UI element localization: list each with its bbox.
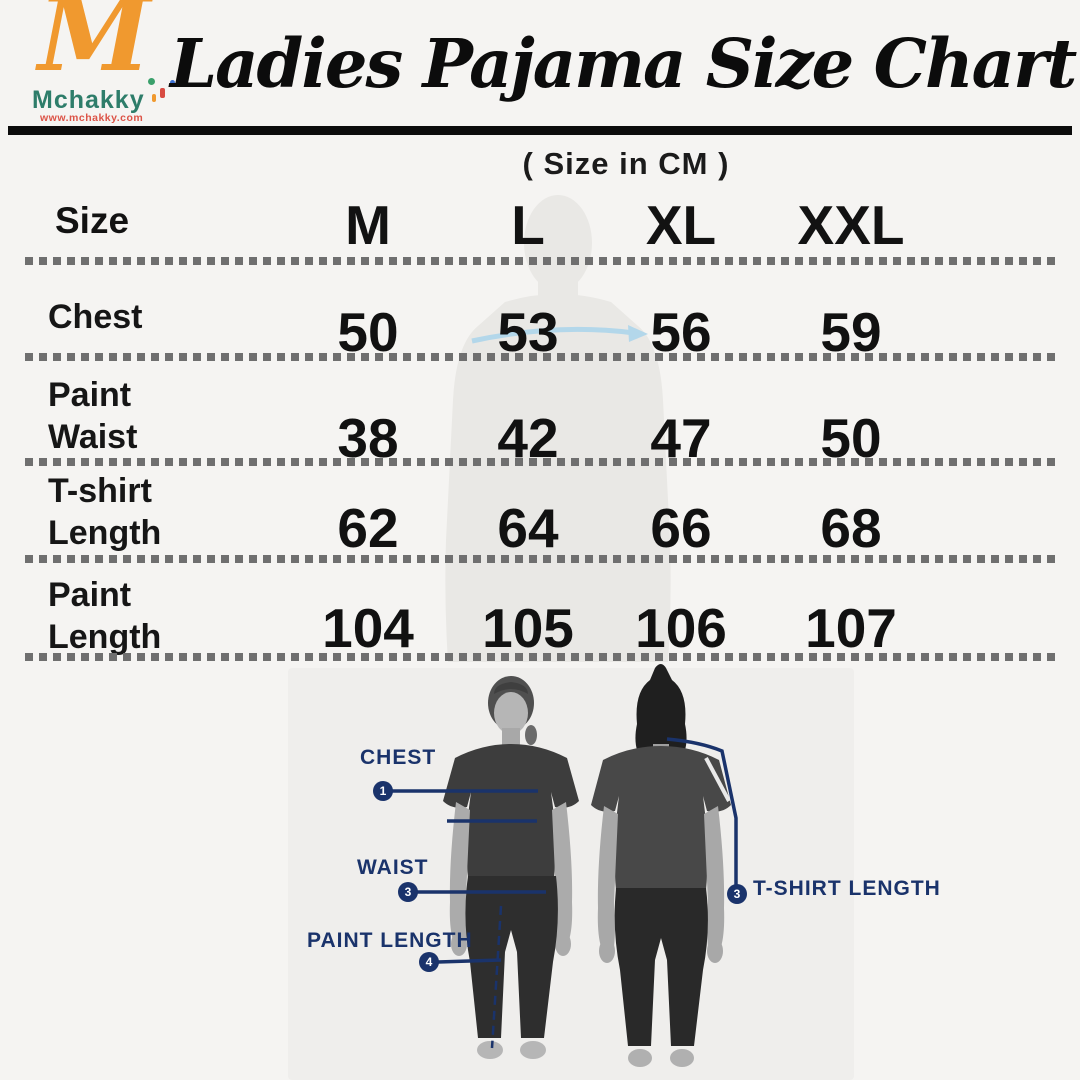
row-divider <box>25 257 1057 265</box>
cell-value: 62 <box>337 497 399 559</box>
cell-value: 64 <box>497 497 559 559</box>
row-label: T-shirt Length <box>48 472 162 552</box>
cell-value: 106 <box>635 597 727 659</box>
brand-website: www.mchakky.com <box>40 112 144 124</box>
cell-value: 59 <box>820 301 882 363</box>
row-divider <box>25 353 1057 361</box>
confetti-icon <box>170 80 175 85</box>
paint-measure-label: PAINT LENGTH <box>307 929 473 952</box>
cell-value: 50 <box>337 301 399 363</box>
row-label: Paint Length <box>48 576 162 656</box>
cell-value: 104 <box>322 597 414 659</box>
column-header-xxl: XXL <box>797 194 905 256</box>
brand-logo: M Mchakky www.mchakky.com <box>30 0 180 126</box>
confetti-icon <box>160 88 165 98</box>
tshirt-measure-label: T-SHIRT LENGTH <box>753 877 941 900</box>
column-header-l: L <box>511 194 545 256</box>
cell-value: 66 <box>650 497 712 559</box>
chest-number-badge: 1 <box>373 781 393 801</box>
brand-name: Mchakky <box>32 86 145 114</box>
confetti-icon <box>152 94 156 102</box>
header-divider <box>8 126 1072 135</box>
column-header-xl: XL <box>645 194 717 256</box>
page-title: Ladies Pajama Size Chart <box>170 24 1077 103</box>
row-divider <box>25 555 1057 563</box>
table-corner-label: Size <box>55 200 130 241</box>
cell-value: 105 <box>482 597 574 659</box>
row-label: Paint Waist <box>48 376 138 456</box>
confetti-icon <box>148 78 155 85</box>
row-divider <box>25 653 1057 661</box>
waist-number-badge: 3 <box>398 882 418 902</box>
row-divider <box>25 458 1057 466</box>
waist-measure-label: WAIST <box>357 856 429 879</box>
logo-m-icon: M <box>38 0 151 95</box>
cell-value: 56 <box>650 301 712 363</box>
paint-number-badge: 4 <box>419 952 439 972</box>
tshirt-number-badge: 3 <box>727 884 747 904</box>
unit-note: ( Size in CM ) <box>522 146 730 181</box>
chest-measure-label: CHEST <box>360 746 437 769</box>
cell-value: 68 <box>820 497 882 559</box>
column-header-m: M <box>345 194 391 256</box>
cell-value: 107 <box>805 597 897 659</box>
row-label: Chest <box>48 298 143 336</box>
cell-value: 53 <box>497 301 559 363</box>
